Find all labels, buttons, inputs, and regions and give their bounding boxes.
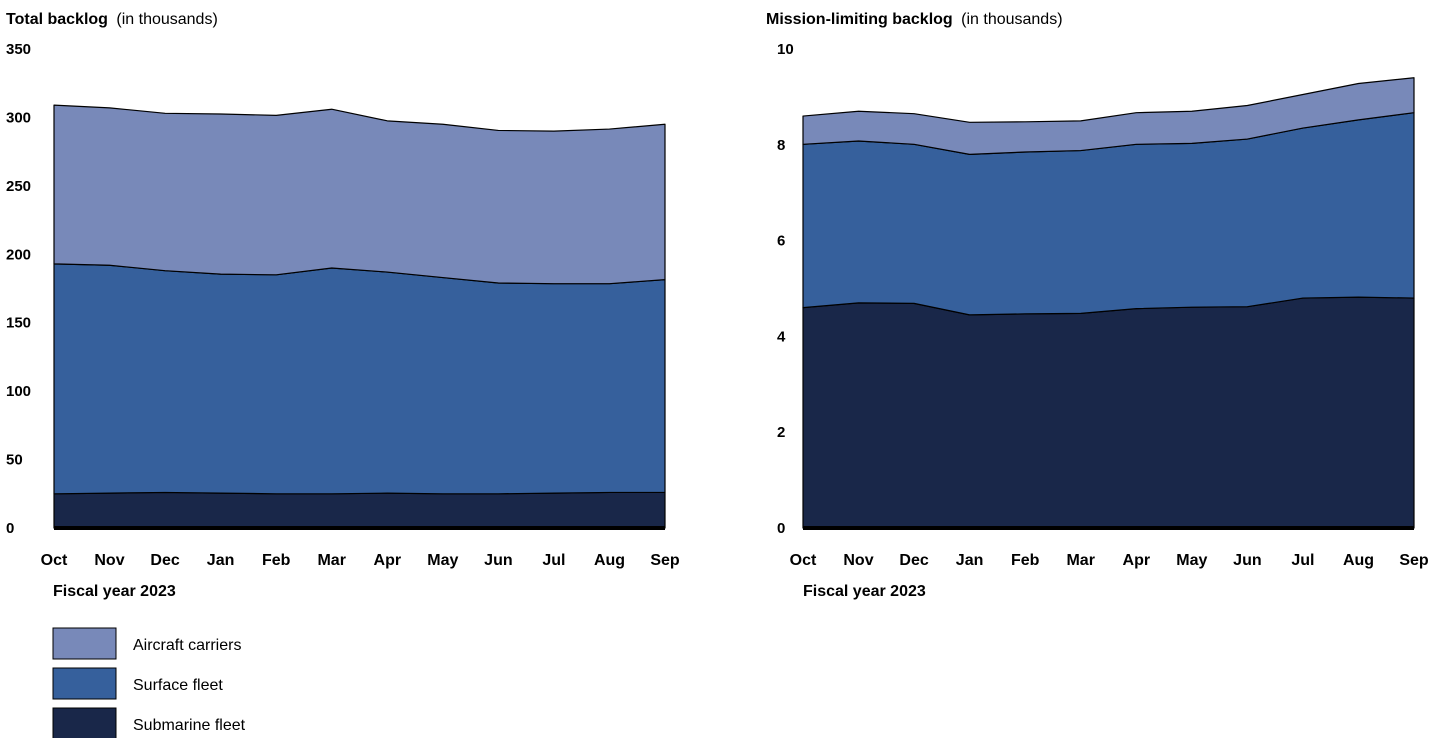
mission-limiting-y-ticks: 0 2 4 6 8 10: [777, 41, 794, 537]
x-tick-label-may: May: [427, 552, 458, 569]
area-submarine-fleet: [53, 491, 666, 529]
area-aircraft-carriers: [802, 77, 1415, 155]
x-tick-label-dec: Dec: [150, 552, 179, 569]
x-tick-label-jun: Jun: [1233, 552, 1261, 569]
legend-label-submarine-fleet: Submarine fleet: [133, 717, 246, 734]
area-submarine-fleet: [802, 296, 1415, 529]
y-tick-label: 300: [6, 109, 31, 126]
total-backlog-title-main: Total backlog: [6, 11, 108, 28]
x-tick-label-mar: Mar: [317, 552, 345, 569]
x-tick-label-aug: Aug: [1343, 552, 1374, 569]
x-tick-label-jul: Jul: [1291, 552, 1314, 569]
y-tick-label: 150: [6, 315, 31, 332]
mission-limiting-x-axis-label: Fiscal year 2023: [803, 583, 926, 600]
y-tick-label: 100: [6, 383, 31, 400]
x-tick-label-may: May: [1176, 552, 1207, 569]
x-tick-label-jan: Jan: [207, 552, 235, 569]
mission-limiting-title-suffix: (in thousands): [961, 11, 1062, 28]
total-backlog-title-suffix: (in thousands): [116, 11, 217, 28]
x-tick-label-jan: Jan: [956, 552, 984, 569]
y-tick-label: 6: [777, 233, 785, 250]
y-tick-label: 10: [777, 41, 794, 58]
total-backlog-y-ticks: 0 50 100 150 200 250 300 350: [6, 41, 31, 537]
x-tick-label-apr: Apr: [1123, 552, 1151, 569]
x-tick-label-jun: Jun: [484, 552, 512, 569]
mission-limiting-areas: [802, 77, 1415, 530]
x-tick-label-aug: Aug: [594, 552, 625, 569]
legend-label-aircraft-carriers: Aircraft carriers: [133, 637, 241, 654]
legend: Aircraft carriers Surface fleet Submarin…: [52, 627, 246, 738]
y-tick-label: 2: [777, 424, 785, 441]
total-backlog-title: Total backlog (in thousands): [6, 11, 218, 28]
y-tick-label: 350: [6, 41, 31, 58]
area-aircraft-carriers: [53, 104, 666, 285]
y-tick-label: 0: [6, 520, 14, 537]
mission-limiting-title-main: Mission-limiting backlog: [766, 11, 953, 28]
area-surface-fleet: [53, 263, 666, 495]
x-tick-label-apr: Apr: [374, 552, 402, 569]
total-backlog-chart: Total backlog (in thousands) 0 50 100 150 20…: [6, 11, 680, 600]
x-tick-label-oct: Oct: [41, 552, 68, 569]
total-backlog-x-ticks: Oct Nov Dec Jan Feb Mar Apr May Jun Jul Aug Sep: [41, 552, 680, 569]
x-tick-label-mar: Mar: [1066, 552, 1094, 569]
legend-swatch-surface-fleet: [52, 667, 117, 700]
mission-limiting-title: Mission-limiting backlog (in thousands): [766, 11, 1063, 28]
x-tick-label-dec: Dec: [899, 552, 928, 569]
total-backlog-areas: [53, 104, 666, 530]
x-tick-label-nov: Nov: [843, 552, 873, 569]
y-tick-label: 0: [777, 520, 785, 537]
y-tick-label: 8: [777, 137, 785, 154]
legend-swatch-aircraft-carriers: [52, 627, 117, 660]
total-backlog-x-axis-label: Fiscal year 2023: [53, 583, 176, 600]
y-tick-label: 50: [6, 452, 23, 469]
mission-limiting-x-ticks: Oct Nov Dec Jan Feb Mar Apr May Jun Jul Aug Sep: [790, 552, 1429, 569]
legend-label-surface-fleet: Surface fleet: [133, 677, 223, 694]
x-tick-label-feb: Feb: [262, 552, 291, 569]
x-tick-label-feb: Feb: [1011, 552, 1040, 569]
x-tick-label-sep: Sep: [1399, 552, 1429, 569]
x-tick-label-nov: Nov: [94, 552, 124, 569]
mission-limiting-backlog-chart: Mission-limiting backlog (in thousands) …: [766, 11, 1429, 600]
y-tick-label: 200: [6, 246, 31, 263]
x-tick-label-sep: Sep: [650, 552, 680, 569]
x-tick-label-oct: Oct: [790, 552, 817, 569]
legend-swatch-submarine-fleet: [52, 707, 117, 738]
y-tick-label: 250: [6, 178, 31, 195]
x-tick-label-jul: Jul: [542, 552, 565, 569]
y-tick-label: 4: [777, 328, 786, 345]
